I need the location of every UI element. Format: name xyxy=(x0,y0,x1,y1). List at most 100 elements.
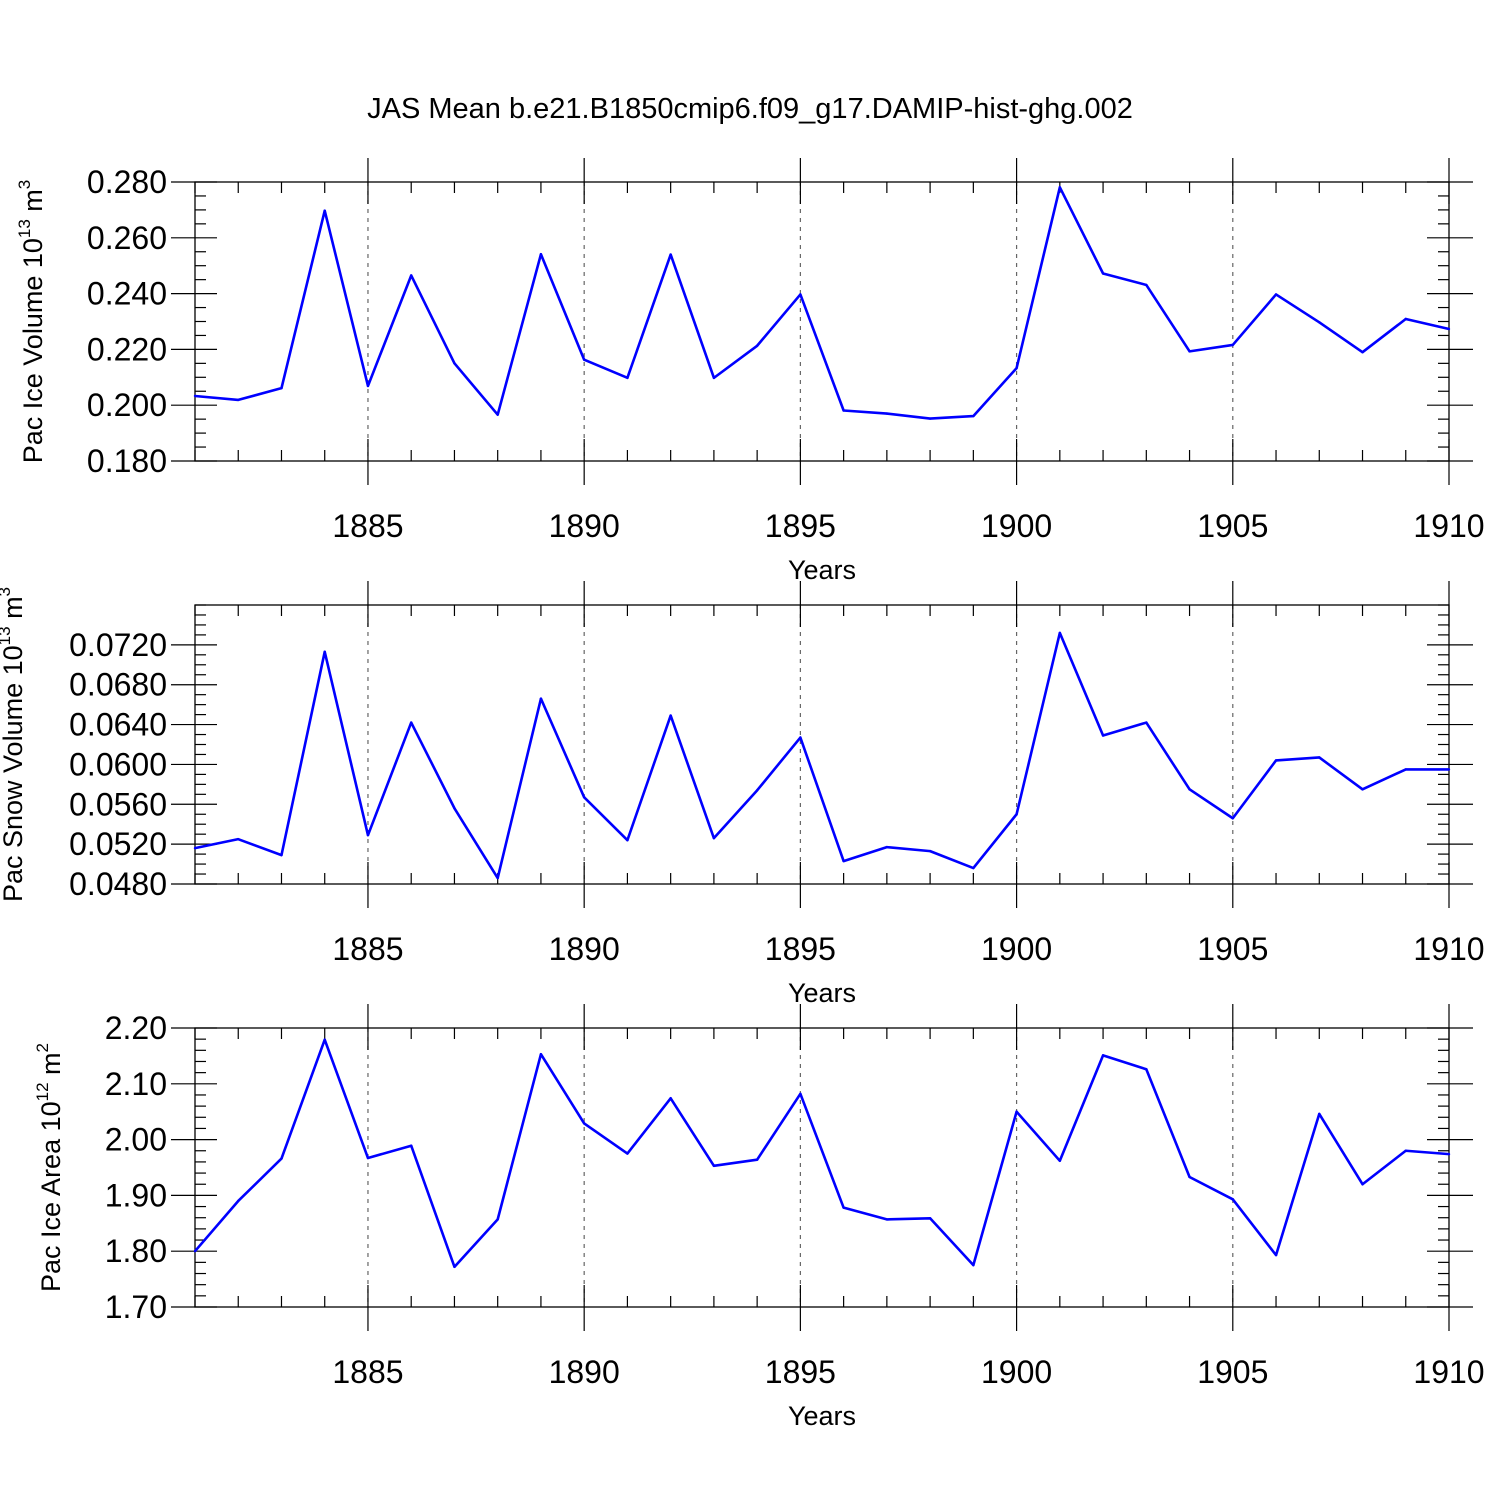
ice-volume-ytick-label: 0.260 xyxy=(87,220,167,256)
ice-area-point-1883 xyxy=(280,1157,283,1160)
snow-volume-ytick-label: 0.0680 xyxy=(69,667,167,703)
ice-volume-point-1883 xyxy=(280,386,283,390)
ice-area-point-1908 xyxy=(1361,1183,1364,1186)
ice-area-ytick-label: 1.70 xyxy=(105,1289,167,1325)
ice-area-point-1882 xyxy=(237,1199,240,1203)
ice-area-point-1905 xyxy=(1231,1198,1234,1201)
ice-area-ytick-label: 1.80 xyxy=(105,1233,167,1269)
ice-volume-xlabel: Years xyxy=(788,555,856,585)
ice-area-point-1904 xyxy=(1188,1175,1191,1179)
ice-area-xtick-label: 1885 xyxy=(332,1354,403,1390)
snow-volume-point-1882 xyxy=(237,837,240,841)
snow-volume-ytick-label: 0.0560 xyxy=(69,786,167,822)
ice-area-ytick-label: 2.00 xyxy=(105,1122,167,1158)
snow-volume-point-1891 xyxy=(626,838,629,842)
ice-area-ylabel-unit: m xyxy=(36,1052,66,1082)
snow-volume-ytick-label: 0.0720 xyxy=(69,627,167,663)
ice-volume-point-1882 xyxy=(237,398,240,402)
snow-volume-point-1900 xyxy=(1015,813,1018,816)
snow-volume-point-1910 xyxy=(1447,768,1451,771)
snow-volume-point-1909 xyxy=(1404,768,1407,771)
snow-volume-ytick-label: 0.0640 xyxy=(69,707,167,743)
snow-volume-point-1885 xyxy=(366,833,370,837)
snow-volume-point-1895 xyxy=(799,736,802,739)
snow-volume-xtick-label: 1905 xyxy=(1197,931,1268,967)
ice-volume-point-1892 xyxy=(669,253,672,256)
snow-volume-ytick-label: 0.0600 xyxy=(69,746,167,782)
ice-volume-point-1906 xyxy=(1274,293,1278,296)
snow-volume-point-1903 xyxy=(1145,721,1148,724)
ice-volume-xtick-label: 1890 xyxy=(549,508,620,544)
snow-volume-point-1898 xyxy=(928,849,932,853)
ice-area-ylabel-sup: 12 xyxy=(33,1082,52,1101)
snow-volume-xtick-label: 1890 xyxy=(549,931,620,967)
ice-area-point-1902 xyxy=(1101,1054,1105,1057)
snow-volume-point-1904 xyxy=(1188,788,1191,791)
ice-area-ytick-label: 1.90 xyxy=(105,1177,167,1213)
figure-title: JAS Mean b.e21.B1850cmip6.f09_g17.DAMIP-… xyxy=(367,93,1133,125)
ice-area-point-1900 xyxy=(1015,1110,1018,1113)
ice-area-xtick-label: 1890 xyxy=(549,1354,620,1390)
snow-volume-series-line xyxy=(194,631,1449,880)
ice-volume-ylabel-sup: 13 xyxy=(15,219,34,238)
snow-volume-point-1905 xyxy=(1231,817,1234,820)
ice-volume-xtick-label: 1895 xyxy=(765,508,836,544)
ice-volume-ylabel-text: Pac Ice Volume 10 xyxy=(18,238,48,463)
ice-area-xlabel: Years xyxy=(788,1401,856,1431)
ice-volume-point-1899 xyxy=(972,414,975,418)
panel-snow-volume: 1885 1890 1895 1900 1905 1910 0.0480 0.0520 0.05… xyxy=(0,581,1485,1008)
ice-area-xtick-label: 1905 xyxy=(1197,1354,1268,1390)
ice-volume-point-1901 xyxy=(1058,186,1062,189)
snow-volume-ylabel-unit: m xyxy=(0,596,28,626)
ice-volume-point-1891 xyxy=(626,376,629,380)
snow-volume-point-1892 xyxy=(669,714,672,717)
ice-area-point-1893 xyxy=(712,1164,716,1168)
ice-volume-ylabel: Pac Ice Volume 1013 m3 xyxy=(15,180,48,464)
snow-volume-xtick-label: 1910 xyxy=(1413,931,1484,967)
snow-volume-ylabel-sup: 13 xyxy=(0,626,14,645)
snow-volume-point-1906 xyxy=(1274,759,1278,762)
ice-volume-point-1885 xyxy=(366,384,370,388)
snow-volume-point-1887 xyxy=(453,807,456,810)
snow-volume-xlabel: Years xyxy=(788,978,856,1008)
snow-volume-point-1881 xyxy=(193,846,197,850)
ice-area-point-1890 xyxy=(582,1122,586,1125)
ice-volume-point-1904 xyxy=(1188,350,1191,353)
ice-area-point-1889 xyxy=(539,1053,543,1056)
ice-area-ylabel-unit-sup: 2 xyxy=(33,1043,52,1052)
snow-volume-point-1886 xyxy=(410,721,413,724)
ice-area-point-1907 xyxy=(1318,1112,1321,1116)
snow-volume-point-1897 xyxy=(885,845,889,849)
ice-volume-point-1884 xyxy=(323,209,326,212)
ice-area-point-1895 xyxy=(799,1092,802,1096)
ice-volume-point-1890 xyxy=(582,358,586,361)
snow-volume-point-1894 xyxy=(755,789,759,792)
ice-area-point-1884 xyxy=(323,1038,326,1041)
ice-area-xtick-label: 1895 xyxy=(765,1354,836,1390)
snow-volume-plot-frame xyxy=(194,604,1450,885)
snow-volume-ytick-label: 0.0480 xyxy=(69,866,167,902)
snow-volume-xtick-label: 1895 xyxy=(765,931,836,967)
ice-volume-point-1893 xyxy=(712,376,716,380)
panel-ice-volume: 1885 1890 1895 1900 1905 1910 0.180 0.200 0.220 0… xyxy=(15,158,1485,585)
ice-volume-xtick-label: 1900 xyxy=(981,508,1052,544)
ice-area-plot-frame xyxy=(194,1027,1450,1308)
ice-volume-point-1887 xyxy=(453,362,456,365)
ice-volume-ylabel-unit-sup: 3 xyxy=(15,180,34,189)
ice-volume-point-1898 xyxy=(928,417,932,420)
ice-volume-ylabel-unit: m xyxy=(18,189,48,219)
ice-area-point-1909 xyxy=(1404,1149,1407,1152)
ice-volume-ytick-label: 0.220 xyxy=(87,331,167,367)
ice-area-point-1894 xyxy=(755,1158,759,1161)
ice-volume-ytick-label: 0.180 xyxy=(87,443,167,479)
ice-volume-point-1881 xyxy=(193,394,197,398)
snow-volume-point-1889 xyxy=(539,697,543,700)
ice-volume-series-line xyxy=(194,186,1450,420)
ice-area-xtick-label: 1900 xyxy=(981,1354,1052,1390)
ice-area-point-1903 xyxy=(1145,1068,1148,1071)
snow-volume-xtick-label: 1885 xyxy=(332,931,403,967)
ice-area-point-1896 xyxy=(842,1206,845,1209)
ice-area-ytick-label: 2.10 xyxy=(105,1066,167,1102)
snow-volume-xtick-label: 1900 xyxy=(981,931,1052,967)
ice-volume-point-1897 xyxy=(885,412,889,415)
